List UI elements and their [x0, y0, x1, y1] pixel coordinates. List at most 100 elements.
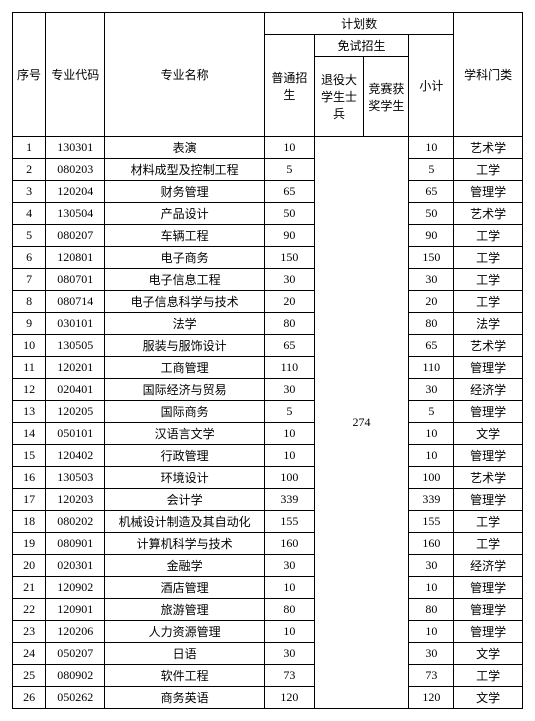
cell-code: 120901 [46, 599, 105, 621]
cell-seq: 12 [13, 379, 46, 401]
cell-seq: 4 [13, 203, 46, 225]
table-row: 13120205国际商务55管理学 [13, 401, 523, 423]
cell-xueke: 法学 [454, 313, 523, 335]
cell-name: 商务英语 [105, 687, 265, 709]
cell-name: 电子商务 [105, 247, 265, 269]
cell-seq: 14 [13, 423, 46, 445]
header-seq: 序号 [13, 13, 46, 137]
cell-xiaoji: 73 [409, 665, 454, 687]
cell-code: 120402 [46, 445, 105, 467]
table-row: 6120801电子商务150150工学 [13, 247, 523, 269]
header-mianshi: 免试招生 [314, 35, 409, 57]
cell-code: 080714 [46, 291, 105, 313]
header-code: 专业代码 [46, 13, 105, 137]
table-row: 7080701电子信息工程3030工学 [13, 269, 523, 291]
header-jingsai: 竞赛获奖学生 [364, 57, 409, 137]
cell-putong: 10 [265, 423, 315, 445]
cell-xiaoji: 150 [409, 247, 454, 269]
cell-code: 080902 [46, 665, 105, 687]
cell-xiaoji: 10 [409, 577, 454, 599]
cell-xueke: 工学 [454, 511, 523, 533]
cell-putong: 339 [265, 489, 315, 511]
cell-xueke: 管理学 [454, 181, 523, 203]
cell-seq: 3 [13, 181, 46, 203]
cell-xiaoji: 20 [409, 291, 454, 313]
cell-putong: 10 [265, 445, 315, 467]
table-row: 23120206人力资源管理1010管理学 [13, 621, 523, 643]
cell-xiaoji: 5 [409, 159, 454, 181]
cell-seq: 22 [13, 599, 46, 621]
cell-code: 130301 [46, 137, 105, 159]
header-putong: 普通招生 [265, 35, 315, 137]
table-row: 19080901计算机科学与技术160160工学 [13, 533, 523, 555]
cell-putong: 160 [265, 533, 315, 555]
header-tuiyi: 退役大学生士兵 [314, 57, 364, 137]
cell-xueke: 文学 [454, 643, 523, 665]
cell-xueke: 工学 [454, 225, 523, 247]
cell-name: 会计学 [105, 489, 265, 511]
cell-putong: 5 [265, 401, 315, 423]
cell-seq: 24 [13, 643, 46, 665]
cell-seq: 21 [13, 577, 46, 599]
cell-xiaoji: 160 [409, 533, 454, 555]
cell-name: 财务管理 [105, 181, 265, 203]
table-row: 15120402行政管理1010管理学 [13, 445, 523, 467]
cell-seq: 19 [13, 533, 46, 555]
cell-xueke: 艺术学 [454, 335, 523, 357]
cell-xiaoji: 10 [409, 423, 454, 445]
cell-code: 130505 [46, 335, 105, 357]
cell-code: 120801 [46, 247, 105, 269]
cell-seq: 1 [13, 137, 46, 159]
table-row: 26050262商务英语120120文学 [13, 687, 523, 709]
cell-putong: 65 [265, 181, 315, 203]
cell-code: 120201 [46, 357, 105, 379]
cell-name: 行政管理 [105, 445, 265, 467]
cell-xiaoji: 120 [409, 687, 454, 709]
cell-name: 日语 [105, 643, 265, 665]
cell-xueke: 管理学 [454, 577, 523, 599]
cell-code: 080202 [46, 511, 105, 533]
cell-seq: 11 [13, 357, 46, 379]
cell-xiaoji: 50 [409, 203, 454, 225]
table-row: 16130503环境设计100100艺术学 [13, 467, 523, 489]
cell-xueke: 管理学 [454, 599, 523, 621]
cell-xueke: 文学 [454, 687, 523, 709]
table-row: 20020301金融学3030经济学 [13, 555, 523, 577]
cell-code: 080203 [46, 159, 105, 181]
table-row: 21120902酒店管理1010管理学 [13, 577, 523, 599]
header-xiaoji: 小计 [409, 35, 454, 137]
cell-code: 130503 [46, 467, 105, 489]
cell-xiaoji: 10 [409, 621, 454, 643]
cell-xueke: 工学 [454, 291, 523, 313]
cell-xiaoji: 30 [409, 555, 454, 577]
cell-code: 050207 [46, 643, 105, 665]
cell-name: 人力资源管理 [105, 621, 265, 643]
header-plan-count: 计划数 [265, 13, 454, 35]
cell-code: 030101 [46, 313, 105, 335]
header-xueke: 学科门类 [454, 13, 523, 137]
table-row: 5080207车辆工程9090工学 [13, 225, 523, 247]
cell-xueke: 管理学 [454, 445, 523, 467]
cell-xueke: 工学 [454, 269, 523, 291]
cell-code: 120203 [46, 489, 105, 511]
cell-name: 材料成型及控制工程 [105, 159, 265, 181]
cell-name: 电子信息科学与技术 [105, 291, 265, 313]
cell-seq: 25 [13, 665, 46, 687]
cell-name: 国际经济与贸易 [105, 379, 265, 401]
cell-putong: 30 [265, 555, 315, 577]
table-row: 3120204财务管理6565管理学 [13, 181, 523, 203]
table-row: 11120201工商管理110110管理学 [13, 357, 523, 379]
table-row: 1130301表演1027410艺术学 [13, 137, 523, 159]
cell-putong: 73 [265, 665, 315, 687]
cell-name: 国际商务 [105, 401, 265, 423]
cell-name: 机械设计制造及其自动化 [105, 511, 265, 533]
cell-putong: 80 [265, 313, 315, 335]
cell-code: 120204 [46, 181, 105, 203]
table-header: 序号 专业代码 专业名称 计划数 学科门类 普通招生 免试招生 小计 退役大学生… [13, 13, 523, 137]
table-row: 12020401国际经济与贸易3030经济学 [13, 379, 523, 401]
cell-putong: 100 [265, 467, 315, 489]
cell-xiaoji: 110 [409, 357, 454, 379]
cell-code: 120902 [46, 577, 105, 599]
cell-xiaoji: 90 [409, 225, 454, 247]
cell-seq: 18 [13, 511, 46, 533]
